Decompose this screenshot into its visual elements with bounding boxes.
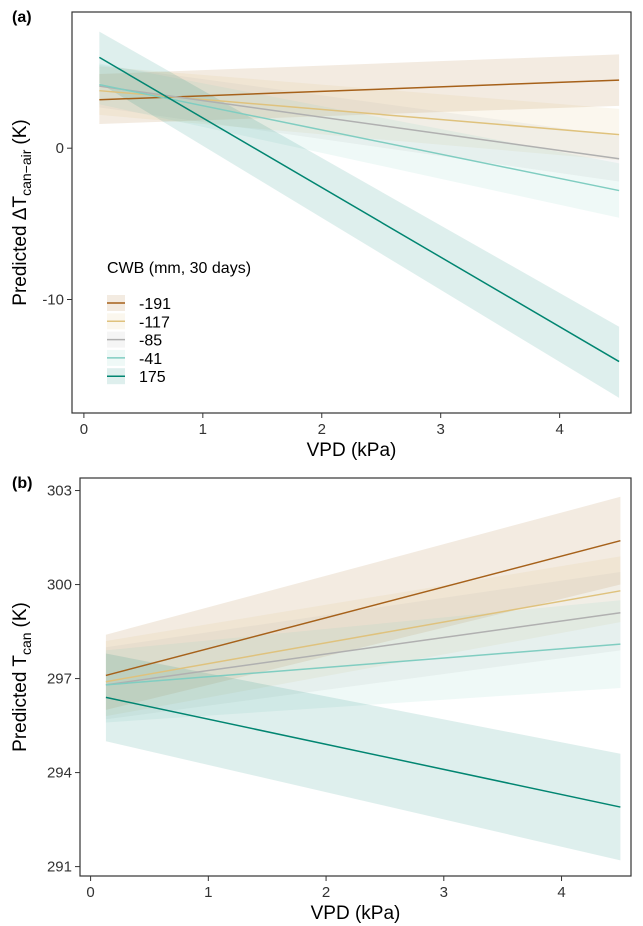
confidence-band (105, 572, 621, 720)
y-tick-label: 291 (47, 859, 72, 876)
legend-title: CWB (mm, 30 days) (107, 260, 251, 277)
panel-label: (b) (12, 475, 32, 492)
trend-line (105, 590, 621, 683)
trend-line (99, 85, 620, 160)
trend-line (105, 612, 621, 686)
y-axis-label: Predicted ΔTcan−air (K) (10, 119, 34, 305)
y-axis-label-main: Predicted ΔT (10, 196, 31, 306)
confidence-band (99, 54, 620, 124)
trend-line (98, 56, 620, 363)
confidence-band (105, 653, 621, 861)
legend-label: 175 (139, 369, 166, 386)
plot-frame (71, 11, 632, 414)
y-tick-label: 294 (47, 765, 72, 782)
x-tick-label: 4 (557, 884, 565, 901)
legend-label: -41 (139, 351, 162, 368)
panel-label: (a) (12, 9, 32, 26)
confidence-band (105, 496, 621, 710)
x-tick-label: 2 (318, 421, 326, 438)
legend-label: -117 (139, 314, 170, 331)
x-axis-label: VPD (kPa) (311, 903, 401, 924)
trend-line (105, 696, 621, 808)
y-tick-label: 300 (47, 577, 72, 594)
y-axis-label: Predicted Tcan (K) (10, 602, 34, 752)
legend-label: -191 (139, 296, 171, 313)
x-tick-label: 2 (322, 884, 330, 901)
trend-line (99, 83, 620, 192)
x-tick-label: 0 (86, 884, 94, 901)
y-tick-label: 297 (47, 671, 72, 688)
trend-line (99, 79, 620, 101)
legend-label: -85 (139, 333, 162, 350)
y-tick-label: -10 (42, 292, 64, 309)
y-axis-label-sub: can (18, 632, 34, 655)
x-tick-label: 3 (440, 884, 448, 901)
x-tick-label: 4 (555, 421, 563, 438)
y-axis-label-unit: (K) (10, 119, 31, 144)
y-axis-label-unit: (K) (10, 602, 31, 627)
x-tick-label: 1 (199, 421, 207, 438)
y-axis-label-sub: can−air (18, 149, 34, 196)
x-tick-label: 1 (204, 884, 212, 901)
plot-frame (79, 477, 632, 877)
x-tick-label: 0 (80, 421, 88, 438)
x-tick-label: 3 (437, 421, 445, 438)
trend-line (105, 643, 621, 686)
y-tick-label: 303 (47, 483, 72, 500)
y-axis-label-main: Predicted T (10, 655, 31, 752)
trend-line (105, 539, 621, 677)
x-axis-label: VPD (kPa) (307, 440, 397, 461)
y-tick-label: 0 (56, 140, 64, 157)
confidence-band (99, 66, 620, 161)
confidence-band (99, 31, 620, 398)
